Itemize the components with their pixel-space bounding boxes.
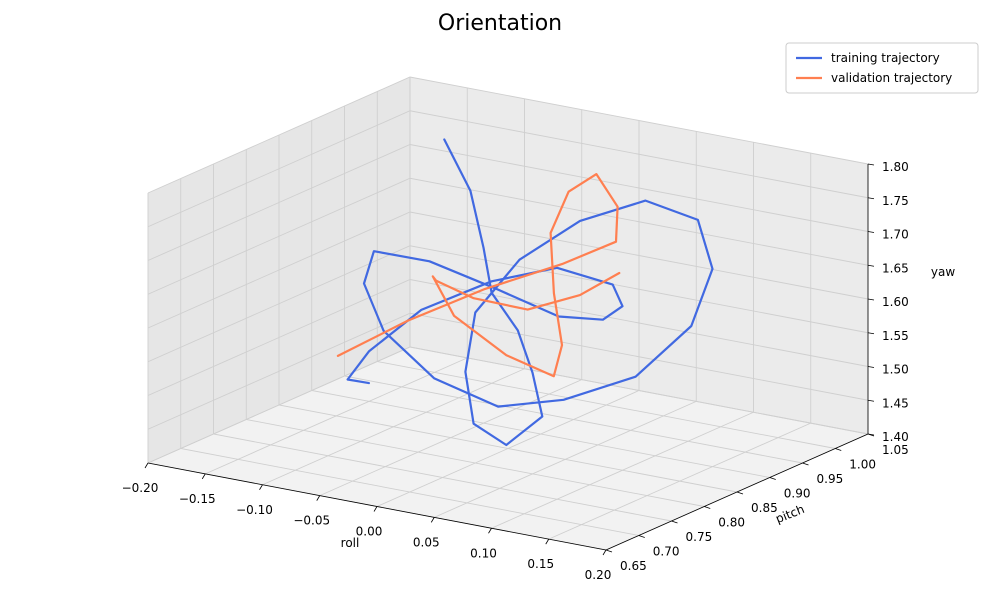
y-tick-label: 0.65: [620, 559, 647, 573]
z-tick-mark: [867, 298, 875, 301]
z-tick-label: 1.65: [882, 261, 909, 275]
y-tick-label: 0.85: [751, 501, 778, 515]
series-line-validation: [336, 173, 621, 378]
y-tick-label: 1.05: [882, 443, 909, 457]
z-tick-label: 1.55: [882, 329, 909, 343]
z-tick-mark: [867, 433, 875, 436]
y-tick-mark: [671, 520, 678, 524]
z-tick-mark: [867, 163, 875, 166]
legend-box: [785, 42, 979, 94]
z-tick-label: 1.40: [882, 430, 909, 444]
grid-line-pitch: [344, 106, 803, 464]
y-tick-mark: [769, 477, 776, 480]
x-tick-label: 0.00: [356, 525, 383, 539]
x-tick-label: −0.10: [236, 503, 273, 517]
x-tick-mark: [545, 538, 550, 545]
z-axis-label: yaw: [931, 265, 955, 279]
x-tick-label: −0.05: [293, 514, 330, 528]
z-tick-label: 1.75: [882, 194, 909, 208]
y-tick-label: 0.90: [784, 487, 811, 501]
z-tick-label: 1.60: [882, 295, 909, 309]
y-tick-label: 1.00: [849, 458, 876, 472]
z-tick-label: 1.45: [882, 396, 909, 410]
x-tick-mark: [373, 506, 378, 512]
y-axis-label: pitch: [774, 502, 807, 526]
y-tick-mark: [605, 549, 613, 553]
z-tick-mark: [867, 264, 875, 267]
x-tick-mark: [144, 462, 149, 469]
grid-line-pitch: [409, 77, 869, 435]
x-tick-mark: [316, 495, 321, 501]
axis-ticks: −0.20 −0.15 −0.10 −0.05 0.00 0.05 0.10 0.15 0.20…: [122, 160, 909, 582]
z-tick-mark: [867, 332, 875, 335]
x-tick-label: 0.05: [413, 535, 440, 549]
y-tick-mark: [802, 462, 809, 466]
grid-line-pitch: [213, 164, 672, 522]
x-tick-label: 0.10: [470, 546, 497, 560]
legend: training trajectory validation trajector…: [785, 42, 979, 94]
y-tick-label: 0.80: [718, 516, 745, 530]
x-tick-label: −0.15: [179, 492, 216, 506]
grid-line-pitch: [376, 91, 836, 449]
x-tick-label: 0.20: [585, 568, 612, 582]
z-tick-label: 1.70: [882, 228, 909, 242]
y-tick-mark: [835, 448, 842, 451]
z-tick-mark: [867, 399, 875, 402]
y-tick-label: 0.95: [817, 472, 844, 486]
x-tick-mark: [430, 517, 435, 523]
x-axis-label: roll: [341, 536, 360, 550]
grid-line-pitch: [311, 120, 770, 478]
z-tick-label: 1.50: [882, 363, 909, 377]
grid-lines: [147, 76, 869, 551]
y-tick-mark: [638, 535, 645, 538]
z-tick-mark: [867, 366, 875, 368]
y-tick-mark: [704, 506, 711, 509]
chart-title: Orientation: [438, 11, 562, 36]
z-tick-label: 1.80: [882, 160, 909, 174]
grid-line-pitch: [278, 135, 738, 493]
y-tick-mark: [736, 491, 744, 495]
x-tick-label: 0.15: [527, 557, 554, 571]
y-tick-label: 0.70: [653, 545, 680, 559]
x-tick-label: −0.20: [122, 481, 159, 495]
y-tick-label: 0.75: [686, 530, 713, 544]
legend-label-validation: validation trajectory: [831, 71, 952, 85]
x-tick-mark: [201, 473, 206, 480]
grid-line-yaw: [147, 76, 869, 194]
x-tick-mark: [602, 549, 607, 556]
grid-line-pitch: [245, 149, 705, 507]
z-tick-mark: [867, 231, 875, 233]
grid-line-pitch: [180, 178, 639, 536]
series-group: [336, 138, 714, 447]
legend-label-training: training trajectory: [831, 51, 940, 65]
z-tick-mark: [867, 197, 875, 200]
x-tick-mark: [259, 484, 263, 490]
x-tick-mark: [488, 528, 492, 534]
